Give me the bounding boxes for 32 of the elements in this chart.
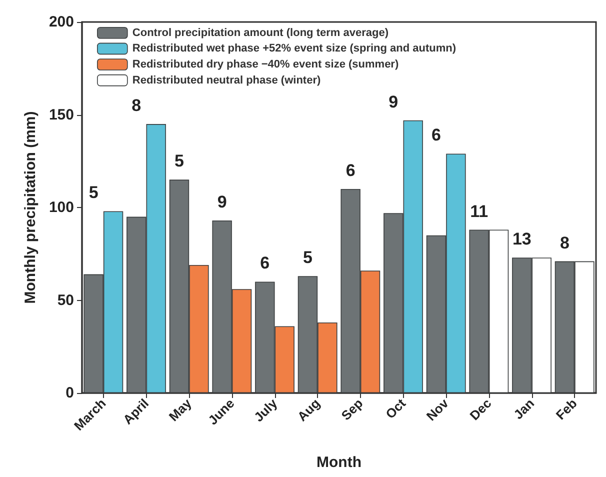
y-tick-label: 200	[48, 14, 74, 30]
x-tick-label: Feb	[552, 396, 580, 423]
annotation: 9	[388, 92, 398, 112]
x-tick-label: Sep	[338, 396, 366, 424]
x-axis-title: Month	[316, 454, 362, 471]
annotation: 13	[512, 230, 532, 249]
annotation: 5	[302, 248, 312, 268]
annotation: 6	[431, 126, 441, 145]
x-tick-label: Nov	[423, 395, 452, 424]
y-tick-label: 100	[48, 199, 74, 216]
annotation: 8	[560, 233, 570, 252]
legend-label: Control precipitation amount (long term average)	[132, 26, 389, 39]
legend-label: Redistributed wet phase +52% event size (spring and autumn)	[132, 42, 456, 55]
x-tick-label: July	[251, 395, 281, 425]
legend-label: Redistributed dry phase −40% event size (summer)	[132, 58, 399, 70]
annotation: 6	[260, 254, 270, 273]
annotation: 9	[217, 192, 227, 212]
y-tick-label: 150	[48, 106, 74, 124]
y-axis-title: Monthly precipitation (mm)	[22, 111, 39, 304]
x-tick-label: Aug	[294, 396, 323, 424]
x-tick-label: May	[166, 395, 195, 424]
annotation: 8	[132, 96, 142, 116]
x-tick-label: Dec	[466, 396, 494, 424]
annotation: 5	[174, 152, 184, 171]
y-tick-label: 50	[57, 292, 74, 309]
annotation: 6	[346, 160, 356, 180]
x-tick-label: Oct	[382, 395, 410, 422]
x-tick-label: Jan	[510, 396, 538, 422]
annotation: 5	[88, 183, 98, 202]
annotation: 11	[470, 202, 488, 221]
legend-label: Redistributed neutral phase (winter)	[132, 74, 321, 86]
y-tick-label: 0	[66, 384, 74, 402]
